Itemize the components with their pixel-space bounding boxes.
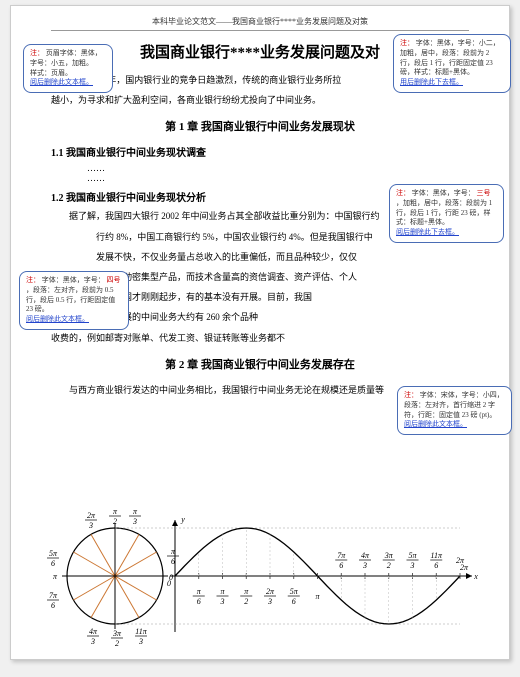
svg-text:3: 3 xyxy=(220,597,225,606)
svg-text:π: π xyxy=(197,587,202,596)
document-page: 本科毕业论文范文——我国商业银行****业务发展问题及对策 我国商业银行****… xyxy=(10,5,510,660)
svg-text:π: π xyxy=(113,507,118,516)
svg-text:6: 6 xyxy=(339,561,343,570)
annotation-box-4: 注： 字体：黑体，字号： 四号 ，段落：左对齐，段前为 0.5 行，段后 0.5… xyxy=(19,271,129,330)
svg-text:3π: 3π xyxy=(112,629,122,638)
svg-text:0: 0 xyxy=(167,579,171,588)
svg-text:5π: 5π xyxy=(49,549,58,558)
svg-text:6: 6 xyxy=(171,557,175,566)
note-label: 注： xyxy=(30,49,44,57)
annotation-body: 字体：黑体，字号： xyxy=(42,276,105,284)
annotation-body2: ，段落：左对齐，段前为 0.5 行，段后 0.5 行，行距固定值 23 磅。 xyxy=(26,286,115,314)
svg-text:x: x xyxy=(473,572,478,581)
svg-text:π: π xyxy=(53,572,58,581)
svg-text:2: 2 xyxy=(387,561,391,570)
svg-text:2: 2 xyxy=(113,517,117,526)
svg-text:3: 3 xyxy=(88,521,93,530)
svg-text:4π: 4π xyxy=(361,551,370,560)
svg-text:2π: 2π xyxy=(87,511,96,520)
svg-text:3π: 3π xyxy=(384,551,394,560)
svg-text:6: 6 xyxy=(197,597,201,606)
svg-text:5π: 5π xyxy=(408,551,417,560)
svg-text:2: 2 xyxy=(115,639,119,648)
note-label: 注： xyxy=(26,276,40,284)
svg-text:3: 3 xyxy=(267,597,272,606)
svg-text:5π: 5π xyxy=(290,587,299,596)
para-intro-2: 越小，为寻求和扩大盈利空间，各商业银行纷纷尤投向了中间业务。 xyxy=(51,92,469,108)
svg-text:6: 6 xyxy=(434,561,438,570)
svg-text:2π: 2π xyxy=(460,563,469,572)
annotation-body: 字体：宋体，字号：小四，段落：左对齐，首行缩进 2 字符，行距：固定值 23 磅… xyxy=(404,391,504,419)
annotation-box-5: 注： 字体：宋体，字号：小四，段落：左对齐，首行缩进 2 字符，行距：固定值 2… xyxy=(397,386,512,435)
para-6: 收费的，例如邮寄对账单、代发工资、银证转账等业务都不 xyxy=(51,330,469,346)
annotation-body: 字体：黑体，字号：小二，加粗，居中，段落：段前为 2 行，段后 1 行，行距固定… xyxy=(400,39,500,76)
note-label: 注： xyxy=(396,189,410,197)
section-1-1: 1.1 我国商业银行中间业务现状调查 xyxy=(51,144,469,159)
svg-text:π: π xyxy=(220,587,225,596)
svg-text:2π: 2π xyxy=(266,587,275,596)
svg-text:π: π xyxy=(133,507,138,516)
ellipsis: …… xyxy=(87,163,469,173)
chapter-1-title: 第 1 章 我国商业银行中间业务发展现状 xyxy=(51,118,469,134)
annotation-link[interactable]: 阅后删除此文本框。 xyxy=(26,315,89,323)
annotation-body2: ，加粗，居中，段落：段前为 1 行，段后 1 行，行距 23 磅，样式：标题+黑… xyxy=(396,199,492,227)
svg-text:π: π xyxy=(315,592,320,601)
svg-text:6: 6 xyxy=(51,559,55,568)
annotation-box-3: 注： 字体：黑体，字号： 三号 ，加粗，居中，段落：段前为 1 行，段后 1 行… xyxy=(389,184,504,243)
ellipsis: …… xyxy=(87,173,469,183)
svg-text:3: 3 xyxy=(362,561,367,570)
annotation-box-2: 注： 字体：黑体，字号：小二，加粗，居中，段落：段前为 2 行，段后 1 行，行… xyxy=(393,34,511,93)
para-3b: 发展不快，不仅业务量占总收入的比重偏低，而且品种较少，仅仅 xyxy=(51,249,469,265)
annotation-red: 四号 xyxy=(107,276,121,284)
svg-text:3: 3 xyxy=(410,561,415,570)
annotation-link[interactable]: 用后删除此下去框。 xyxy=(400,78,463,86)
svg-text:y: y xyxy=(180,515,185,524)
svg-text:π: π xyxy=(244,587,249,596)
svg-text:2: 2 xyxy=(244,597,248,606)
annotation-extra: 样式：页眉。 xyxy=(30,69,72,77)
page-header: 本科毕业论文范文——我国商业银行****业务发展问题及对策 xyxy=(51,16,469,31)
svg-text:3: 3 xyxy=(90,637,95,646)
annotation-box-1: 注： 页眉字体：黑体，字号：小五，加粗。 样式：页眉。 阅后删除此文本框。 xyxy=(23,44,113,93)
annotation-link[interactable]: 阅后删除此下去框。 xyxy=(396,228,459,236)
svg-text:6: 6 xyxy=(51,601,55,610)
svg-text:11π: 11π xyxy=(135,627,147,636)
para-text: 年，国内银行业的竞争日趋激烈，传统的商业银行业务所拉 xyxy=(107,75,341,85)
svg-text:3: 3 xyxy=(132,517,137,526)
annotation-body: 字体：黑体，字号： xyxy=(412,189,475,197)
svg-text:7π: 7π xyxy=(337,551,346,560)
annotation-red: 三号 xyxy=(477,189,491,197)
trig-diagram: π2π32π35π6π7π64π33π211π3π60xyπ6π3π22π35π… xyxy=(40,501,480,651)
annotation-link[interactable]: 阅后删除此文本框。 xyxy=(404,420,467,428)
annotation-link[interactable]: 阅后删除此文本框。 xyxy=(30,78,93,86)
svg-text:6: 6 xyxy=(292,597,296,606)
svg-text:3: 3 xyxy=(138,637,143,646)
chapter-2-title: 第 2 章 我国商业银行中间业务发展存在 xyxy=(51,356,469,372)
svg-text:4π: 4π xyxy=(89,627,98,636)
note-label: 注： xyxy=(400,39,414,47)
note-label: 注： xyxy=(404,391,418,399)
svg-text:11π: 11π xyxy=(431,551,443,560)
svg-text:7π: 7π xyxy=(49,591,58,600)
